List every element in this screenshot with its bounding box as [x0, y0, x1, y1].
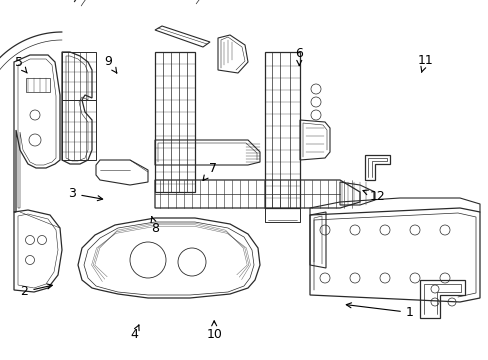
Text: 10: 10 [206, 321, 222, 341]
Text: 4: 4 [130, 325, 139, 341]
Text: 5: 5 [15, 57, 27, 73]
Text: 2: 2 [20, 284, 52, 298]
Text: 9: 9 [104, 55, 117, 73]
Text: 3: 3 [68, 187, 102, 201]
Text: 6: 6 [295, 47, 303, 66]
Text: 12: 12 [362, 190, 385, 203]
Text: 11: 11 [417, 54, 432, 72]
Text: 7: 7 [203, 162, 216, 180]
Text: 8: 8 [151, 217, 159, 235]
Text: 1: 1 [346, 303, 413, 319]
